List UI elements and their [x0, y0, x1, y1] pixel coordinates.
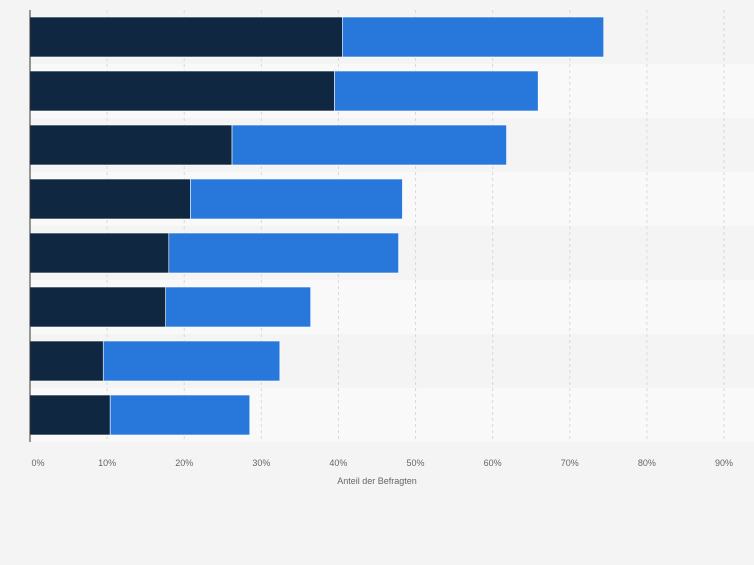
bar-series-2[interactable]: [109, 394, 251, 436]
bar-series-1[interactable]: [29, 16, 343, 58]
bar-series-2[interactable]: [231, 124, 507, 166]
bar-series-2[interactable]: [102, 340, 281, 382]
bar-series-1[interactable]: [29, 178, 191, 220]
bar-series-1[interactable]: [29, 232, 170, 274]
bar-series-1[interactable]: [29, 286, 167, 328]
x-tick-label: 20%: [175, 458, 193, 468]
x-tick-label: 70%: [561, 458, 579, 468]
x-tick-label: 90%: [715, 458, 733, 468]
x-axis-label: Anteil der Befragten: [337, 476, 417, 486]
x-tick-label: 40%: [329, 458, 347, 468]
x-tick-label: 30%: [252, 458, 270, 468]
x-tick-label: 50%: [407, 458, 425, 468]
bar-series-2[interactable]: [168, 232, 399, 274]
bar-series-2[interactable]: [165, 286, 311, 328]
bar-series-2[interactable]: [190, 178, 403, 220]
x-tick-label: 60%: [484, 458, 502, 468]
bar-series-1[interactable]: [29, 394, 111, 436]
x-tick-labels: 0% 10% 20% 30% 40% 50% 60% 70% 80% 90%: [31, 458, 733, 468]
bar-series-1[interactable]: [29, 124, 233, 166]
x-tick-label: 10%: [98, 458, 116, 468]
bar-series-1[interactable]: [29, 340, 104, 382]
x-tick-label: 80%: [638, 458, 656, 468]
bar-series-2[interactable]: [341, 16, 605, 58]
bar-series-2[interactable]: [334, 70, 539, 112]
bars: [29, 16, 605, 436]
bar-series-1[interactable]: [29, 70, 335, 112]
x-tick-label: 0%: [31, 458, 44, 468]
